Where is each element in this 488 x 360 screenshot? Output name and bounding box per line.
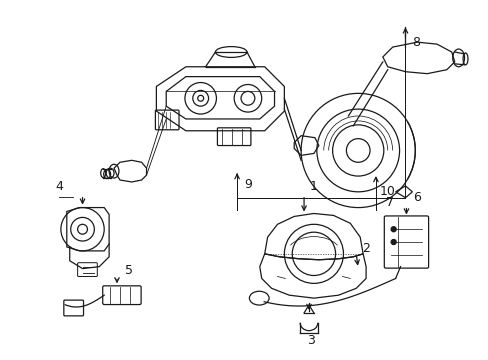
Text: 5: 5: [124, 265, 133, 278]
Text: 2: 2: [362, 242, 369, 255]
Text: 6: 6: [412, 191, 420, 204]
Text: 7: 7: [385, 196, 393, 209]
Text: 4: 4: [55, 180, 63, 193]
Circle shape: [390, 239, 395, 244]
Text: 9: 9: [244, 179, 251, 192]
Circle shape: [390, 227, 395, 232]
Text: 10: 10: [379, 185, 395, 198]
Text: 8: 8: [411, 36, 420, 49]
Text: 1: 1: [309, 180, 317, 193]
Text: 3: 3: [306, 334, 314, 347]
